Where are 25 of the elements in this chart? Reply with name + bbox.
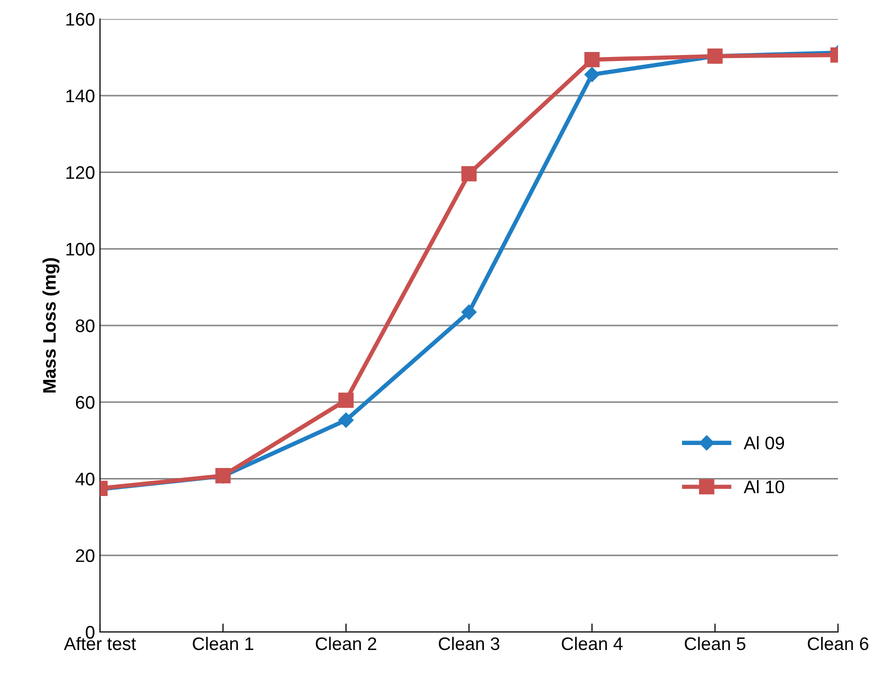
point <box>461 166 477 182</box>
point <box>461 304 477 320</box>
y-tick-label: 120 <box>66 166 94 179</box>
point <box>584 52 600 68</box>
y-tick-label: 140 <box>66 90 94 102</box>
legend-label: Al 09 <box>744 436 784 450</box>
x-tick-label: Clean 5 <box>684 636 746 650</box>
x-tick-label: Clean 4 <box>562 636 623 650</box>
point <box>338 412 354 428</box>
point <box>584 66 600 82</box>
y-tick-label: 100 <box>66 242 94 256</box>
y-tick-label: 80 <box>76 319 94 332</box>
x-tick-label: After test <box>64 636 136 650</box>
x-tick-label: Clean 6 <box>808 636 868 650</box>
y-tick-label: 20 <box>76 549 94 562</box>
y-tick-label: 60 <box>76 396 94 409</box>
point <box>338 392 354 408</box>
legend-label: Al 10 <box>744 480 784 494</box>
y-axis-title: Mass Loss (mg) <box>42 258 60 393</box>
x-tick-label: Clean 1 <box>192 636 254 650</box>
y-tick-label: 160 <box>66 12 94 26</box>
y-tick-label: 0 <box>86 626 94 639</box>
x-tick-label: Clean 2 <box>316 636 376 650</box>
x-tick-label: Clean 3 <box>438 636 500 650</box>
y-tick-label: 40 <box>75 472 94 486</box>
